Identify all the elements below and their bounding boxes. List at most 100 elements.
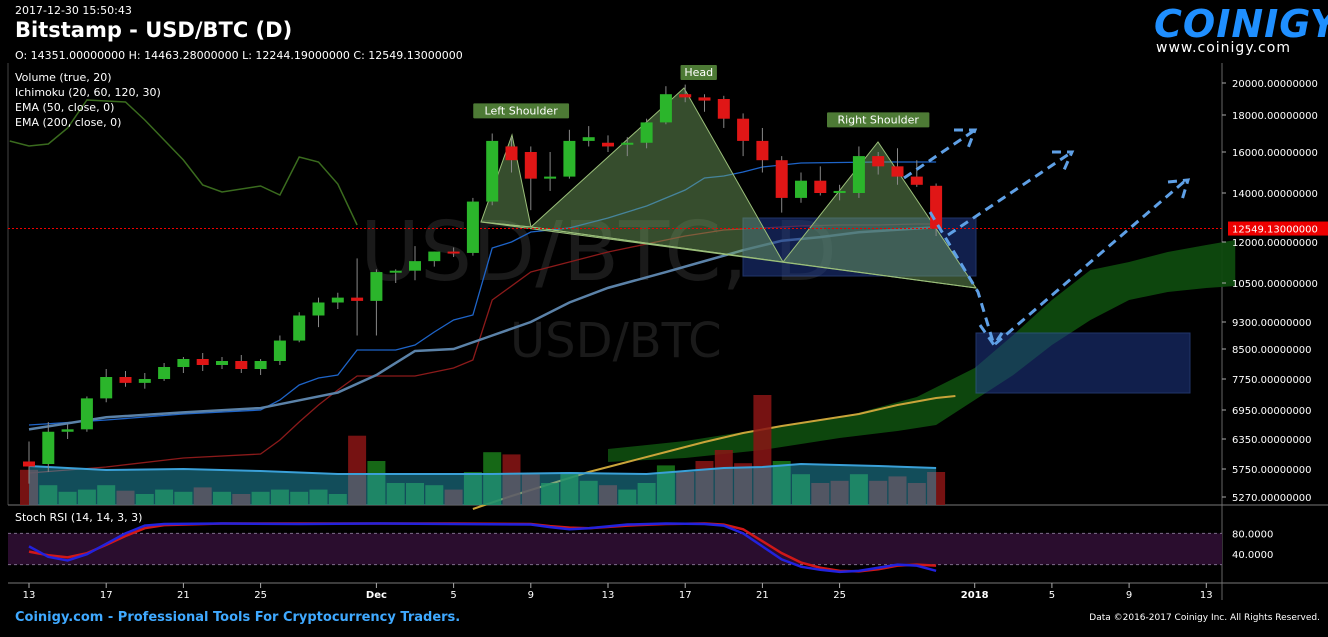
candle-body <box>679 94 692 98</box>
candle-body <box>505 146 518 161</box>
time-tick-label: Dec <box>366 590 387 601</box>
candle-body <box>852 156 865 193</box>
watermark-pair: USD/BTC <box>510 313 722 369</box>
candle-body <box>872 156 885 167</box>
volume-bar <box>290 491 309 505</box>
volume-bar <box>77 489 96 505</box>
volume-bar <box>444 489 463 505</box>
candle-body <box>602 142 614 147</box>
projection-arrow-top <box>903 128 976 180</box>
volume-bar <box>618 489 637 505</box>
time-tick-label: 25 <box>833 590 846 601</box>
stoch-tick-label: 80.0000 <box>1232 529 1273 540</box>
candle-body <box>891 166 904 177</box>
candle-body <box>698 97 711 101</box>
price-tick-label: 6950.00000000 <box>1232 406 1312 417</box>
time-tick-label: 25 <box>254 590 267 601</box>
price-tick-label: 16000.00000000 <box>1232 148 1318 159</box>
chart-title: Bitstamp - USD/BTC (D) <box>15 18 293 42</box>
price-tick-label: 10500.00000000 <box>1232 279 1318 290</box>
hs-label-bg <box>473 103 570 119</box>
candle-body <box>293 315 306 341</box>
candle-body <box>447 251 460 254</box>
volume-bar <box>232 494 251 505</box>
volume-bar <box>174 491 193 505</box>
hs-label: Right Shoulder <box>837 113 919 126</box>
volume-bar <box>541 483 560 505</box>
projection-arrow-mid <box>947 150 1073 237</box>
price-tick-label: 5270.00000000 <box>1232 493 1312 504</box>
time-tick-label: 13 <box>1200 590 1213 601</box>
timestamp: 2017-12-30 15:50:43 <box>15 4 132 17</box>
volume-bar <box>927 472 946 505</box>
ohlc-readout: O: 14351.00000000 H: 14463.28000000 L: 1… <box>15 49 463 62</box>
volume-bar <box>753 395 772 505</box>
candle-body <box>235 361 248 369</box>
volume-bar <box>367 461 386 505</box>
volume-bar <box>811 483 830 505</box>
ichimoku-lagging-line <box>9 99 358 226</box>
candle-body <box>640 122 653 143</box>
volume-bar <box>193 487 212 505</box>
arrowhead-main <box>1167 178 1191 201</box>
indicator-ichimoku-label[interactable]: Ichimoku (20, 60, 120, 30) <box>15 86 161 99</box>
current-price-label: 12549.13000000 <box>1232 225 1318 236</box>
price-tick-label: 5750.00000000 <box>1232 465 1312 476</box>
coinigy-logo[interactable]: COINIGY www.coinigy.com <box>1150 0 1328 60</box>
indicator-volume-label[interactable]: Volume (true, 20) <box>15 71 112 84</box>
candle-body <box>42 431 55 464</box>
volume-bar <box>502 454 521 505</box>
candle-body <box>177 359 190 367</box>
volume-bar <box>309 489 328 505</box>
candle-body <box>717 99 730 119</box>
arrowhead-down <box>978 324 1006 348</box>
price-tick-label: 12000.00000000 <box>1232 238 1318 249</box>
time-tick-label: 17 <box>100 590 113 601</box>
time-tick-label: 13 <box>23 590 36 601</box>
time-tick-label: 9 <box>1126 590 1132 601</box>
neckline <box>480 221 977 289</box>
ema200-line <box>472 395 956 510</box>
candle-body <box>61 429 74 432</box>
candle-body <box>563 140 576 177</box>
volume-bar <box>348 435 367 505</box>
volume-ma-line <box>28 462 937 476</box>
volume-bar <box>39 485 58 505</box>
volume-bar <box>792 474 810 505</box>
volume-bar <box>599 485 617 505</box>
time-tick-label: 13 <box>602 590 615 601</box>
volume-bar <box>20 469 38 505</box>
volume-bar <box>695 461 714 505</box>
candle-body <box>351 297 364 301</box>
price-tick-label: 8500.00000000 <box>1232 345 1312 356</box>
candle-body <box>370 272 383 301</box>
volume-bar <box>734 463 753 505</box>
volume-bar <box>560 472 579 505</box>
footer-tagline[interactable]: Coinigy.com - Professional Tools For Cry… <box>15 610 461 625</box>
volume-bar <box>714 450 733 505</box>
stoch-tick-label: 40.0000 <box>1232 550 1273 561</box>
current-price-badge <box>1228 221 1328 236</box>
stoch-rsi-label[interactable]: Stoch RSI (14, 14, 3, 3) <box>15 511 143 524</box>
volume-bar <box>888 476 907 505</box>
candle-body <box>409 261 421 271</box>
candle-body <box>833 190 846 193</box>
candle-body <box>158 367 171 379</box>
indicator-ema200-label[interactable]: EMA (200, close, 0) <box>15 116 122 129</box>
volume-bar <box>637 483 656 505</box>
ichimoku-conversion-line <box>28 161 937 426</box>
candle-body <box>737 118 750 141</box>
candle-body <box>331 297 344 303</box>
volume-bar <box>463 472 482 505</box>
candle-body <box>312 302 325 316</box>
volume-bar <box>155 489 174 505</box>
footer-copyright: Data ©2016-2017 Coinigy Inc. All Rights … <box>1089 613 1320 623</box>
indicator-ema50-label[interactable]: EMA (50, close, 0) <box>15 101 115 114</box>
candle-body <box>775 160 788 198</box>
candle-body <box>544 176 557 179</box>
price-tick-label: 14000.00000000 <box>1232 189 1318 200</box>
time-tick-label: 21 <box>756 590 769 601</box>
candle-body <box>119 377 132 383</box>
